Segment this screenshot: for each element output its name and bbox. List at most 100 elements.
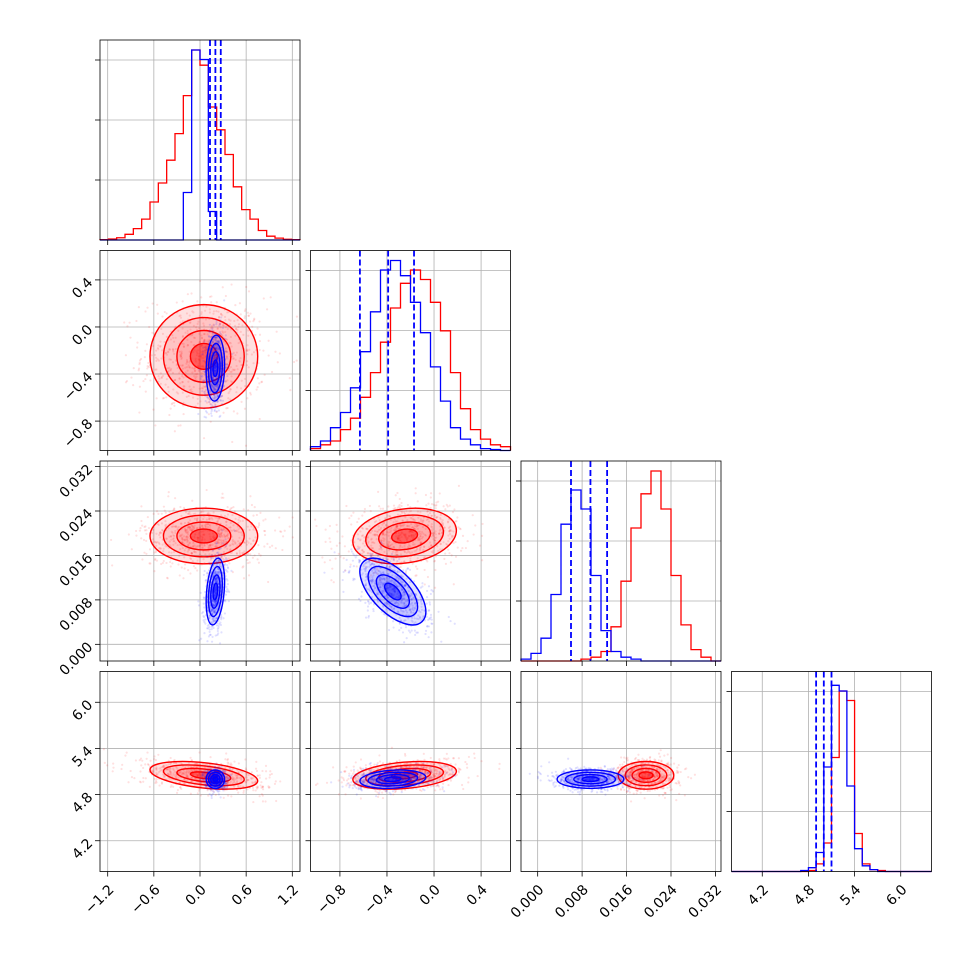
scatter-point <box>213 610 216 614</box>
scatter-point <box>202 364 205 368</box>
scatter-point <box>224 366 228 369</box>
scatter-point <box>146 306 149 309</box>
scatter-point <box>176 788 180 792</box>
scatter-point <box>257 544 260 547</box>
scatter-point <box>216 400 219 404</box>
scatter-point <box>218 571 221 574</box>
scatter-point <box>214 364 217 367</box>
scatter-point <box>371 529 374 533</box>
scatter-point <box>213 590 216 594</box>
scatter-point <box>247 314 250 317</box>
scatter-point <box>216 627 219 630</box>
scatter-point <box>375 568 379 571</box>
scatter-point <box>203 332 206 336</box>
scatter-point <box>206 640 209 643</box>
scatter-point <box>367 552 370 555</box>
scatter-point <box>197 604 201 607</box>
scatter-point <box>344 569 347 572</box>
scatter-point <box>145 374 148 377</box>
scatter-point <box>214 347 217 350</box>
scatter-point <box>385 555 389 558</box>
scatter-point <box>202 530 205 533</box>
scatter-point <box>226 532 230 536</box>
scatter-point <box>215 587 218 590</box>
scatter-point <box>214 378 217 382</box>
scatter-point <box>341 578 344 582</box>
scatter-point <box>247 508 250 512</box>
scatter-point <box>212 378 215 381</box>
scatter-point <box>158 533 161 537</box>
scatter-point <box>419 542 422 545</box>
scatter-point <box>424 629 428 632</box>
scatter-point <box>179 505 182 509</box>
scatter-point <box>229 529 232 532</box>
scatter-point <box>428 618 431 621</box>
scatter-point <box>165 335 168 338</box>
scatter-point <box>214 354 217 357</box>
scatter-point <box>201 351 205 354</box>
scatter-point <box>472 533 475 536</box>
scatter-point <box>172 525 176 528</box>
scatter-point <box>269 770 272 773</box>
scatter-point <box>186 329 189 333</box>
scatter-point <box>183 527 187 530</box>
scatter-point <box>232 524 235 527</box>
scatter-point <box>201 535 204 538</box>
scatter-point <box>215 321 218 324</box>
scatter-point <box>421 535 424 538</box>
scatter-point <box>213 611 217 615</box>
scatter-point <box>210 609 213 612</box>
scatter-point <box>163 310 166 314</box>
scatter-point <box>396 506 399 510</box>
scatter-point <box>399 540 402 543</box>
scatter-point <box>229 544 232 547</box>
panel-content <box>123 279 299 447</box>
scatter-point <box>203 524 207 527</box>
scatter-point <box>210 610 213 613</box>
scatter-point <box>226 530 229 533</box>
scatter-point <box>143 356 146 359</box>
scatter-point <box>159 344 162 348</box>
scatter-point <box>167 495 170 498</box>
scatter-point <box>222 496 225 499</box>
scatter-point <box>214 591 217 594</box>
scatter-point <box>185 538 188 542</box>
scatter-point <box>203 544 206 547</box>
scatter-point <box>202 356 205 360</box>
scatter-point <box>383 550 386 553</box>
scatter-point <box>226 534 229 537</box>
scatter-point <box>136 341 139 344</box>
scatter-point <box>447 548 450 551</box>
scatter-point <box>233 510 236 513</box>
scatter-point <box>203 390 207 393</box>
scatter-point <box>381 523 384 526</box>
scatter-point <box>237 531 241 534</box>
scatter-point <box>237 762 240 765</box>
scatter-point <box>213 396 216 400</box>
scatter-point <box>370 546 373 550</box>
scatter-point <box>218 538 221 542</box>
scatter-point <box>218 415 221 419</box>
scatter-point <box>214 364 217 367</box>
scatter-point <box>433 539 436 542</box>
scatter-point <box>419 537 422 540</box>
scatter-point <box>347 550 350 553</box>
scatter-point <box>217 529 221 532</box>
scatter-point <box>387 505 390 508</box>
scatter-point <box>214 589 217 592</box>
scatter-point <box>221 324 225 327</box>
scatter-point <box>366 605 370 608</box>
scatter-point <box>216 530 219 533</box>
scatter-point <box>224 330 227 334</box>
scatter-point <box>236 530 239 533</box>
scatter-point <box>215 600 218 603</box>
scatter-point <box>159 531 162 534</box>
scatter-point <box>215 345 218 348</box>
scatter-point <box>416 527 420 530</box>
scatter-point <box>210 295 213 298</box>
scatter-point <box>210 554 214 557</box>
scatter-point <box>375 530 378 533</box>
scatter-point <box>152 408 155 411</box>
scatter-point <box>231 352 234 356</box>
scatter-point <box>229 398 232 401</box>
